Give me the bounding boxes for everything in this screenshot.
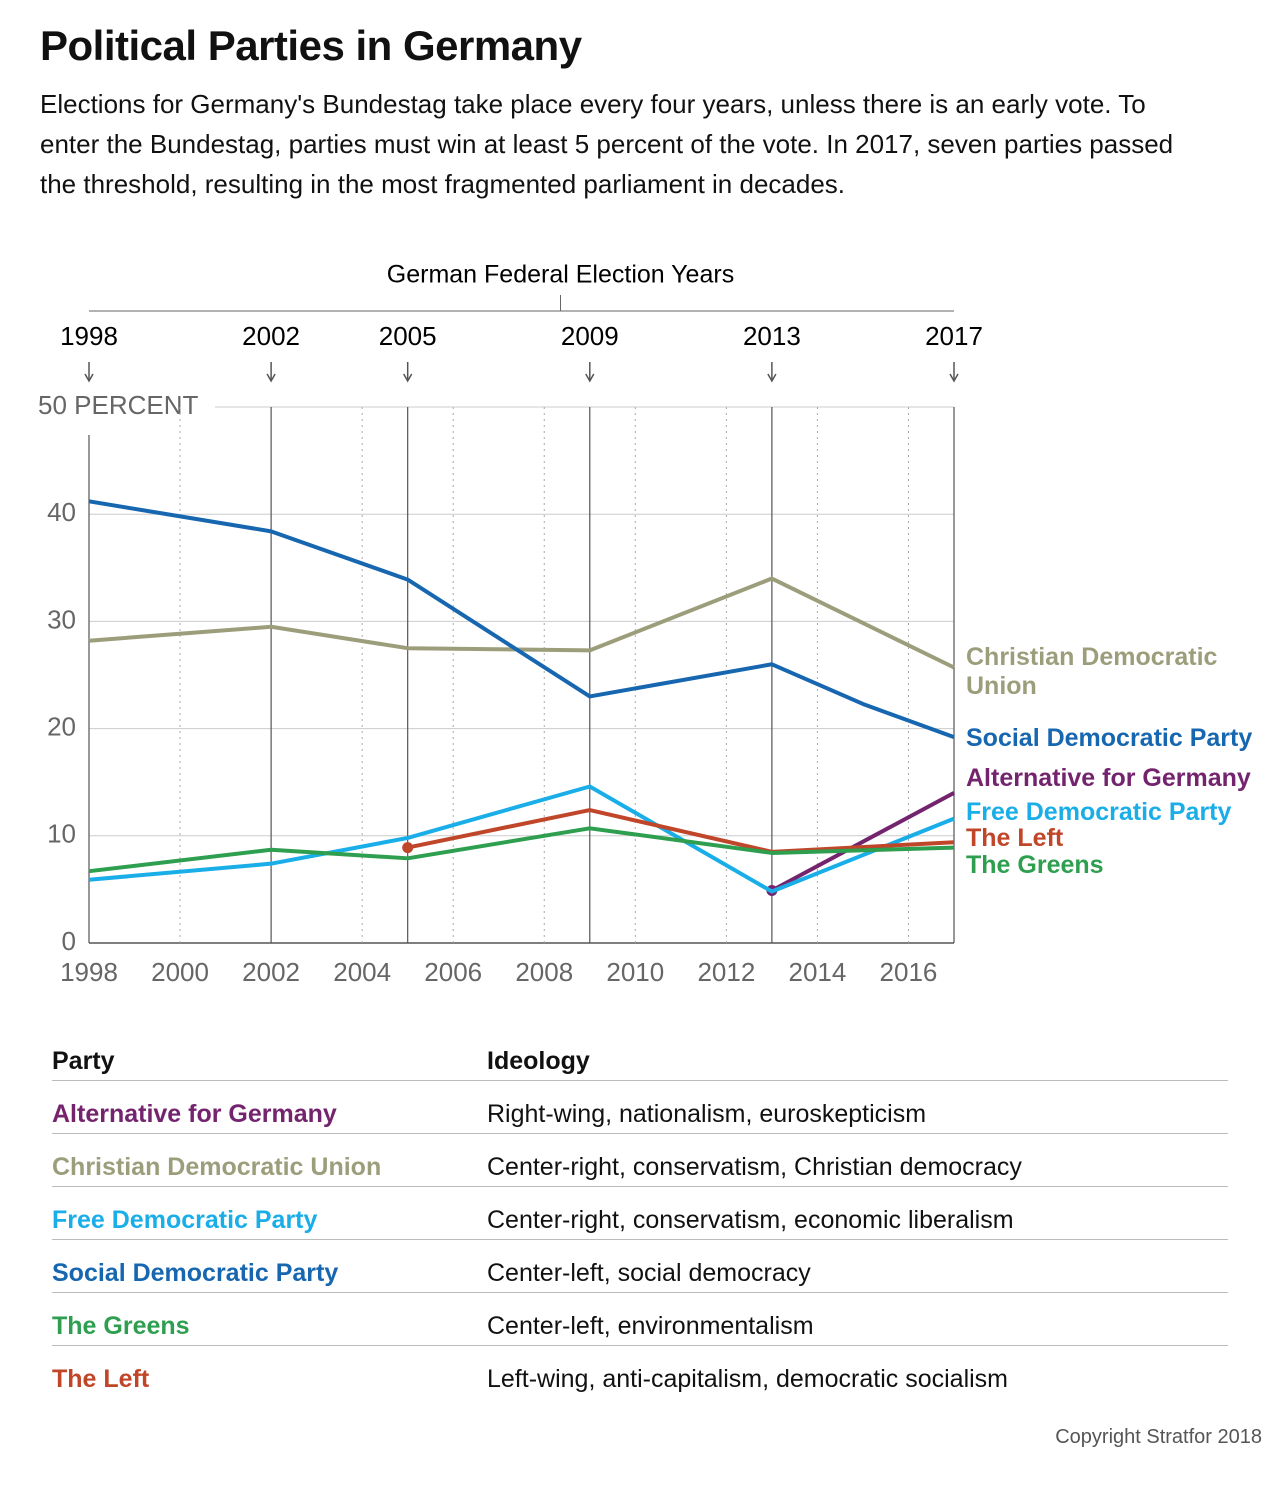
party-cell: The Left xyxy=(52,1365,150,1393)
series-label: Alternative for Germany xyxy=(966,764,1251,792)
table-rule xyxy=(52,1345,1228,1346)
chart: 0 10 20 30 40 50 PERCENT 1998 2000 2002 2004 2006 2… xyxy=(38,261,983,987)
series-label: The Left xyxy=(966,824,1064,852)
start-dot xyxy=(402,842,414,854)
ideology-cell: Center-left, social democracy xyxy=(487,1259,811,1287)
table-header: Party xyxy=(52,1047,115,1075)
series-line xyxy=(88,576,955,670)
party-cell: Free Democratic Party xyxy=(52,1206,318,1234)
x-tick-label: 2002 xyxy=(242,957,300,987)
x-tick-label: 2000 xyxy=(151,957,209,987)
ideology-cell: Center-right, conservatism, Christian de… xyxy=(487,1153,1022,1181)
election-year-label: 2005 xyxy=(379,321,437,351)
table-rule xyxy=(52,1186,1228,1187)
x-tick-label: 2012 xyxy=(697,957,755,987)
election-year-label: 2013 xyxy=(743,321,801,351)
election-year-label: 2017 xyxy=(925,321,983,351)
y-tick-label: 50 PERCENT xyxy=(38,390,198,420)
series-label: The Greens xyxy=(966,851,1104,879)
series-line xyxy=(770,791,955,893)
ideology-cell: Right-wing, nationalism, euroskepticism xyxy=(487,1100,927,1128)
y-tick-label: 10 xyxy=(47,819,76,849)
copyright: Copyright Stratfor 2018 xyxy=(1055,1426,1262,1448)
series-line xyxy=(88,499,955,740)
y-tick-label: 30 xyxy=(47,604,76,634)
x-tick-label: 2004 xyxy=(333,957,391,987)
party-cell: Social Democratic Party xyxy=(52,1259,339,1287)
election-year-label: 1998 xyxy=(60,321,118,351)
election-year-label: 2002 xyxy=(242,321,300,351)
x-tick-label: 2008 xyxy=(515,957,573,987)
series-line xyxy=(88,784,955,894)
party-cell: Alternative for Germany xyxy=(52,1100,337,1128)
series-line xyxy=(407,808,955,854)
series-label: Christian Democratic Union xyxy=(966,643,1218,700)
x-tick-label: 2014 xyxy=(788,957,846,987)
table-header: Ideology xyxy=(487,1047,590,1075)
table-rule xyxy=(52,1292,1228,1293)
arrow-head xyxy=(403,373,413,383)
arrow-head xyxy=(84,373,94,383)
series-line xyxy=(88,826,955,874)
title: Political Parties in Germany xyxy=(40,22,582,69)
y-tick-label: 20 xyxy=(47,711,76,741)
election-title: German Federal Election Years xyxy=(387,261,734,289)
arrow-head xyxy=(767,373,777,383)
x-tick-label: 1998 xyxy=(60,957,118,987)
y-tick-label: 40 xyxy=(47,497,76,527)
y-tick-label: 0 xyxy=(62,926,76,956)
table-rule xyxy=(52,1133,1228,1134)
series-label: Social Democratic Party xyxy=(966,724,1253,752)
party-cell: The Greens xyxy=(52,1312,190,1340)
ideology-cell: Center-left, environmentalism xyxy=(487,1312,814,1340)
arrow-head xyxy=(585,373,595,383)
arrow-head xyxy=(266,373,276,383)
table-rule xyxy=(52,1239,1228,1240)
subtitle: Elections for Germany's Bundestag take p… xyxy=(40,89,1174,199)
x-tick-label: 2010 xyxy=(606,957,664,987)
party-cell: Christian Democratic Union xyxy=(52,1153,382,1181)
x-tick-label: 2016 xyxy=(880,957,938,987)
series-label: Free Democratic Party xyxy=(966,798,1232,826)
election-year-label: 2009 xyxy=(561,321,619,351)
arrow-head xyxy=(949,373,959,383)
x-tick-label: 2006 xyxy=(424,957,482,987)
ideology-cell: Left-wing, anti-capitalism, democratic s… xyxy=(487,1365,1009,1393)
table-rule xyxy=(52,1080,1228,1081)
ideology-cell: Center-right, conservatism, economic lib… xyxy=(487,1206,1014,1234)
